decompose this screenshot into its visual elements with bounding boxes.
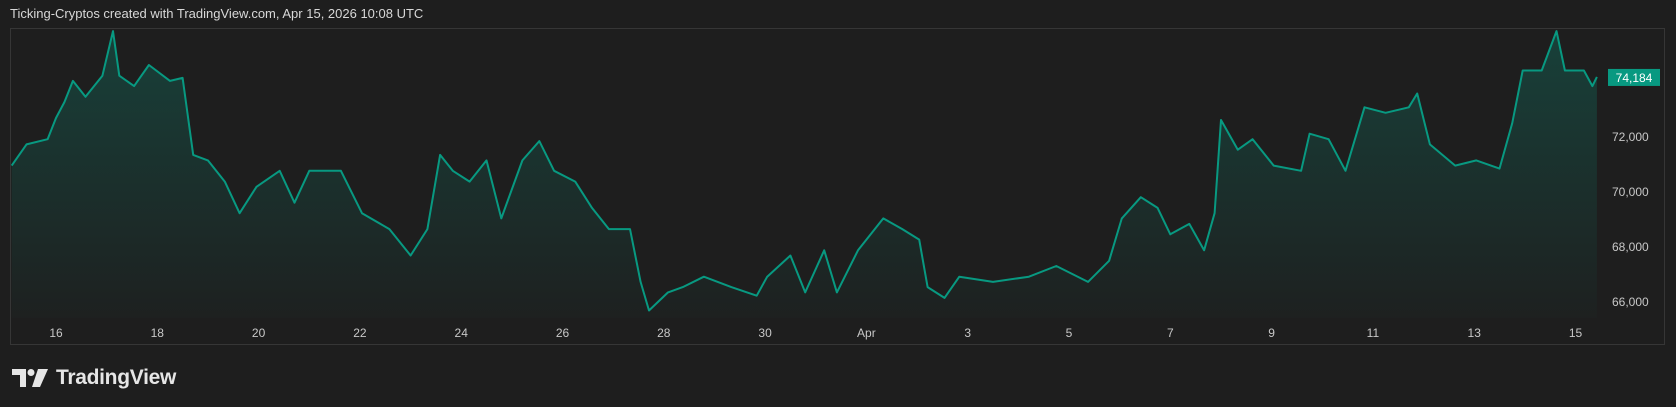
- x-tick-label: 9: [1268, 326, 1275, 340]
- x-tick-label: 18: [151, 326, 165, 340]
- tradingview-logo[interactable]: TradingView: [12, 366, 176, 390]
- x-tick-label: 11: [1367, 326, 1380, 340]
- x-tick-label: 20: [252, 326, 266, 340]
- price-line: [10, 30, 1598, 312]
- x-tick-label: 22: [353, 326, 367, 340]
- price-chart[interactable]: 16 18 20 22 24 26 28 30 Apr 3 5 7 9 11 13 15 66,000 68,0…: [0, 0, 1676, 360]
- tradingview-logo-icon: [12, 369, 48, 387]
- x-tick-label: 13: [1468, 326, 1482, 340]
- last-price-badge: [1608, 68, 1660, 86]
- x-tick-label: 24: [455, 326, 469, 340]
- y-tick-label: 70,000: [1612, 185, 1649, 199]
- last-price-label: 74,184: [1616, 71, 1653, 85]
- x-tick-label: 16: [49, 326, 63, 340]
- x-tick-label: 5: [1066, 326, 1073, 340]
- y-tick-label: 68,000: [1612, 240, 1649, 254]
- y-tick-label: 72,000: [1612, 130, 1649, 144]
- x-tick-label: 7: [1167, 326, 1174, 340]
- x-tick-label: 26: [556, 326, 570, 340]
- x-tick-label: 3: [964, 326, 971, 340]
- x-tick-label: 28: [657, 326, 671, 340]
- y-tick-label: 66,000: [1612, 295, 1649, 309]
- x-tick-label: Apr: [857, 326, 876, 340]
- tradingview-logo-text: TradingView: [56, 366, 177, 389]
- chart-caption: Ticking-Cryptos created with TradingView…: [10, 6, 424, 21]
- x-tick-label: 30: [758, 326, 772, 340]
- price-area-fill: [11, 31, 1597, 318]
- x-tick-label: 15: [1569, 326, 1583, 340]
- chart-frame: [10, 28, 1665, 345]
